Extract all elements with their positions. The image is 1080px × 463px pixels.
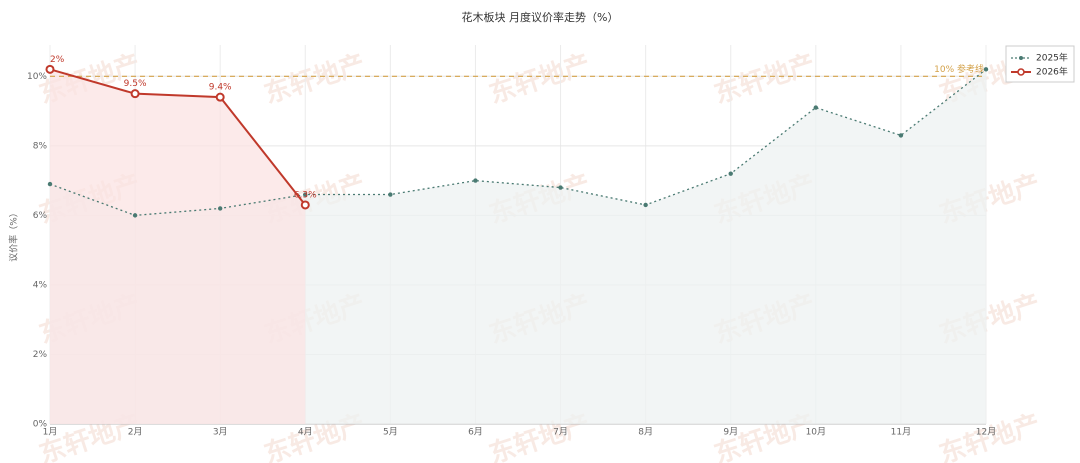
point <box>728 171 733 176</box>
watermark: 东轩地产 <box>260 48 369 110</box>
x-tick-label: 12月 <box>976 427 996 438</box>
chart-title: 花木板块 月度议价率走势（%） <box>462 10 619 24</box>
value-label: 9.4% <box>209 83 232 93</box>
y-axis-label: 议价率（%） <box>8 208 20 262</box>
point <box>47 181 53 187</box>
x-tick-label: 5月 <box>383 427 398 438</box>
x-tick-label: 2月 <box>128 427 143 438</box>
watermark: 东轩地产 <box>710 48 819 110</box>
area <box>50 69 306 424</box>
point <box>983 67 989 72</box>
y-tick-label: 10% <box>27 72 47 82</box>
plot: 1月 2月 3月 4月 5月 6月 7月 8月 9月 10月 11月 12月 0% 2% 4% 6% 8% 10%… <box>27 45 996 438</box>
point <box>643 202 648 208</box>
reference-label: 10% 参考线 <box>934 63 984 75</box>
point <box>215 92 225 102</box>
x-tick-label: 7月 <box>553 427 568 438</box>
y-tick-label: 6% <box>33 211 48 221</box>
point <box>813 105 819 110</box>
point <box>388 192 393 197</box>
point <box>132 213 138 218</box>
point <box>303 192 308 197</box>
line <box>49 68 307 206</box>
watermark: 东轩地产 <box>485 48 594 110</box>
point <box>217 206 223 211</box>
point <box>898 133 904 138</box>
x-tick-label: 4月 <box>298 427 313 438</box>
x-tick-label: 6月 <box>468 427 483 438</box>
x-tick-label: 10月 <box>806 427 826 438</box>
point <box>45 64 55 74</box>
y-tick-label: 8% <box>33 141 48 151</box>
point <box>558 185 563 190</box>
y-tick-label: 2% <box>33 350 48 360</box>
line <box>49 68 987 217</box>
value-label: 10.2% <box>36 55 65 65</box>
x-tick-label: 1月 <box>43 427 58 438</box>
point <box>300 200 310 210</box>
x-tick-label: 8月 <box>638 427 653 438</box>
legend-box <box>1005 45 1075 83</box>
point <box>473 178 478 183</box>
legend-marker <box>1017 68 1025 76</box>
x-tick-label: 3月 <box>213 427 228 438</box>
x-tick-label: 9月 <box>723 427 738 438</box>
legend-label: 2025年 <box>1036 52 1068 64</box>
legend-label: 2026年 <box>1036 66 1068 78</box>
value-label: 6.3% <box>294 190 317 200</box>
plot-clipped: 10.2% 9.5% 9.4% 6.3% <box>36 55 317 201</box>
y-tick-label: 0% <box>33 420 48 430</box>
value-label: 9.5% <box>124 79 147 89</box>
x-tick-label: 11月 <box>891 427 911 438</box>
y-tick-label: 4% <box>33 280 48 290</box>
point <box>130 89 140 99</box>
legend-marker <box>1019 56 1023 60</box>
